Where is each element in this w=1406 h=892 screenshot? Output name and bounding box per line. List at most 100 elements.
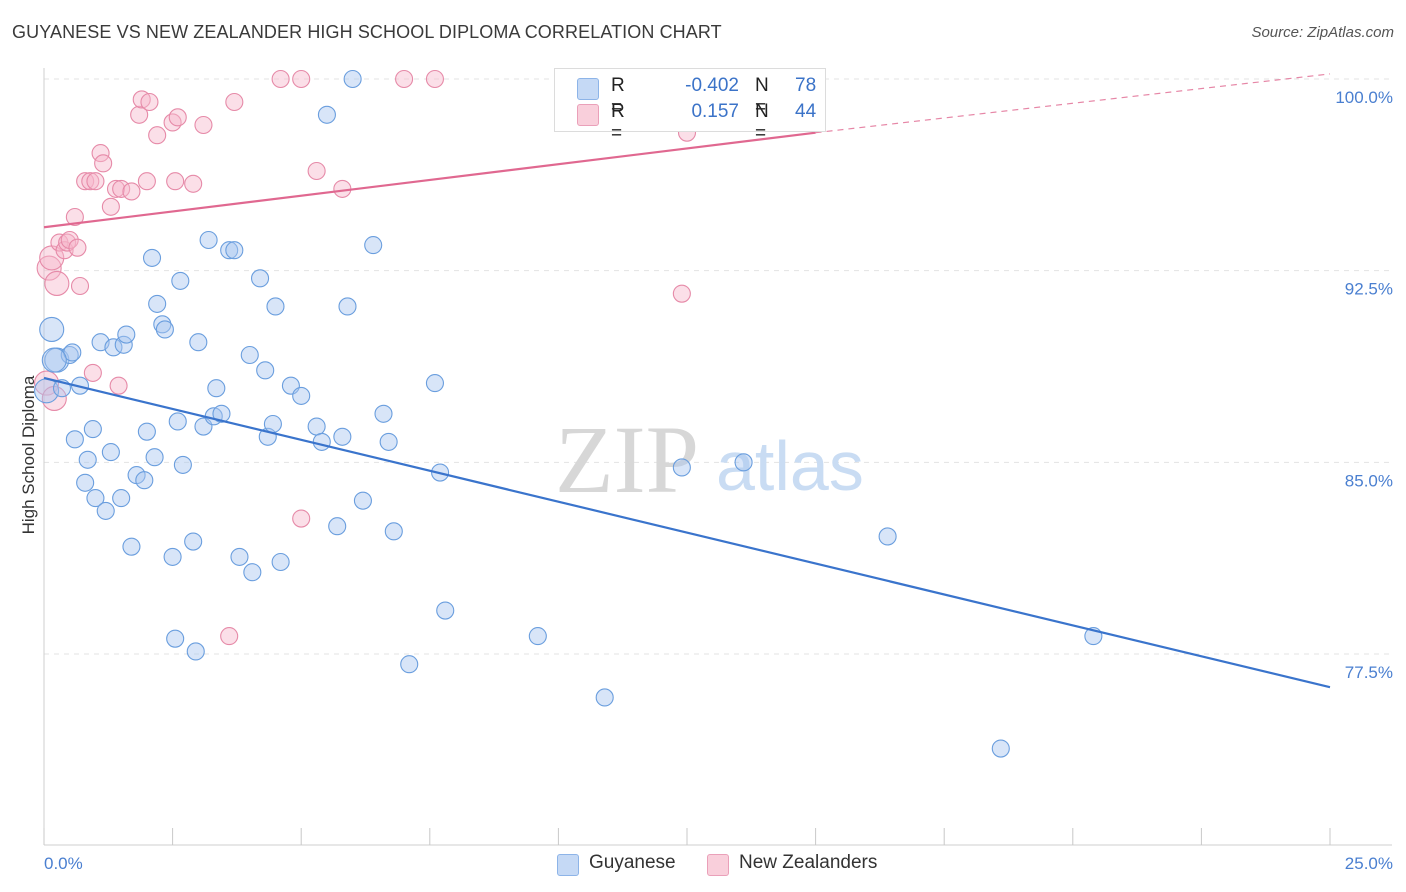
correlation-legend: R = -0.402 N = 78 R = 0.157 N = 44: [554, 68, 826, 144]
guyanese-point: [240, 345, 259, 365]
guyanese-point: [343, 69, 362, 89]
source-credit: Source: ZipAtlas.com: [1251, 24, 1394, 41]
y-tick-label: 85.0%: [1345, 471, 1393, 490]
new-zealanders-trend-extension: [815, 73, 1331, 134]
guyanese-point: [328, 517, 347, 536]
tick-labels: 77.5% 85.0% 92.5% 100.0% 0.0% 25.0%: [44, 88, 1393, 873]
new-zealanders-legend-swatch: [707, 854, 729, 876]
new-zealanders-point: [34, 370, 60, 396]
guyanese-point: [104, 338, 123, 357]
new-zealanders-point: [86, 172, 105, 191]
guyanese-point: [353, 491, 372, 510]
guyanese-point: [338, 297, 357, 316]
new-zealanders-point: [65, 207, 84, 227]
trend-lines: [43, 73, 1331, 689]
guyanese-point: [292, 386, 311, 405]
guyanese-point: [250, 269, 270, 288]
guyanese-point: [117, 325, 136, 344]
guyanese-legend-swatch: [557, 854, 579, 876]
guyanese-point: [220, 241, 239, 260]
guyanese-point: [137, 422, 156, 441]
new-zealanders-point: [101, 197, 120, 216]
new-zealanders-point: [140, 92, 159, 112]
guyanese-point: [114, 335, 133, 354]
guyanese-point: [41, 347, 67, 373]
guyanese-point: [425, 374, 444, 393]
n-label: N =: [755, 75, 769, 118]
guyanese-swatch: [577, 78, 599, 100]
new-zealanders-swatch: [577, 104, 599, 126]
guyanese-point: [734, 453, 753, 472]
y-tick-label: 92.5%: [1345, 280, 1393, 299]
guyanese-point: [230, 547, 249, 566]
guyanese-point: [212, 404, 231, 423]
guyanese-point: [207, 379, 226, 398]
r-label: R =: [611, 101, 625, 144]
new-zealanders-point: [672, 284, 691, 303]
new-zealanders-point: [225, 92, 244, 112]
new-zealanders-point: [36, 255, 62, 281]
guyanese-point: [991, 739, 1010, 758]
guyanese-point: [86, 489, 105, 508]
guyanese-point: [374, 404, 393, 423]
guyanese-point: [78, 450, 97, 469]
new-zealanders-point: [163, 113, 182, 132]
new-zealanders-point: [122, 182, 141, 201]
new-zealanders-point: [70, 276, 90, 296]
guyanese-point: [135, 471, 154, 490]
guyanese-point: [256, 361, 275, 380]
guyanese-point: [400, 655, 419, 674]
new-zealanders-point: [81, 172, 100, 191]
guyanese-point: [184, 532, 203, 551]
guyanese-point: [186, 642, 205, 661]
watermark-atlas: atlas: [716, 427, 864, 505]
new-zealanders-point: [220, 627, 239, 646]
guyanese-point: [171, 271, 190, 290]
new-zealanders-point: [106, 179, 126, 198]
new-zealanders-point: [292, 509, 311, 528]
guyanese-point: [199, 230, 218, 250]
guyanese-point: [672, 458, 691, 477]
new-zealanders-point: [184, 174, 203, 193]
guyanese-point: [163, 547, 182, 566]
guyanese-point: [266, 297, 285, 316]
guyanese-point: [145, 448, 164, 467]
axes: [43, 68, 1392, 846]
r-value: -0.402: [685, 75, 739, 96]
new-zealanders-point: [109, 376, 128, 395]
guyanese-point: [101, 443, 120, 462]
guyanese-point: [379, 432, 398, 451]
new-zealanders-point: [58, 233, 77, 252]
guyanese-point: [384, 522, 403, 541]
x-tick-label: 25.0%: [1345, 854, 1393, 873]
guyanese-point: [243, 563, 262, 582]
new-zealanders-point: [148, 126, 167, 145]
guyanese-point: [142, 248, 162, 267]
guyanese-point: [333, 427, 352, 446]
y-axis-label: High School Diploma: [19, 375, 38, 534]
watermark: ZIP atlas: [555, 406, 864, 513]
guyanese-point: [112, 489, 131, 508]
y-tick-label: 100.0%: [1335, 88, 1393, 107]
new-zealanders-point: [76, 172, 95, 191]
guyanese-point: [528, 627, 547, 646]
guyanese-point: [317, 105, 336, 124]
guyanese-point: [168, 412, 187, 431]
guyanese-point: [173, 455, 192, 474]
new-zealanders-point: [83, 363, 102, 382]
new-zealanders-point: [194, 115, 213, 135]
new-zealanders-points: [34, 69, 697, 646]
guyanese-point: [436, 601, 455, 620]
guyanese-point: [595, 688, 614, 707]
guyanese-trend-line: [43, 376, 1331, 689]
n-value: 44: [795, 101, 817, 122]
guyanese-point: [312, 432, 331, 451]
guyanese-point: [96, 501, 115, 520]
new-zealanders-point: [130, 105, 149, 124]
new-zealanders-point: [395, 69, 414, 89]
guyanese-point: [76, 473, 95, 492]
x-tick-label: 0.0%: [44, 854, 83, 873]
new-zealanders-point: [112, 179, 131, 198]
guyanese-point: [364, 236, 383, 255]
guyanese-point: [271, 552, 290, 572]
